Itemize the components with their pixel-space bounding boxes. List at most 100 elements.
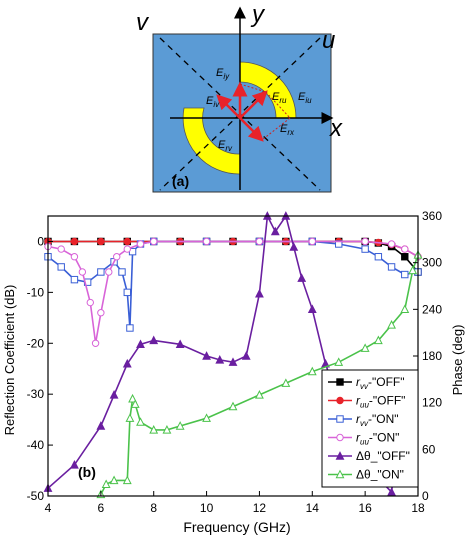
series-5-point	[373, 335, 383, 345]
series-2-point	[97, 268, 105, 276]
series-5-point	[175, 421, 185, 430]
x-tick-label: 12	[253, 501, 267, 515]
series-3-point	[91, 339, 100, 347]
series-2-point	[123, 288, 131, 297]
y2-tick-label: 240	[422, 302, 442, 316]
series-4-point	[96, 421, 106, 430]
y-tick-label: -10	[27, 285, 45, 299]
series-5-point	[101, 479, 111, 489]
axis-label-x: x	[329, 115, 343, 142]
axis-label-y: y	[250, 1, 266, 28]
series-5-point	[130, 399, 140, 408]
series-3-point	[308, 237, 316, 246]
series-2-point	[126, 324, 134, 332]
series-5-point	[122, 475, 132, 485]
legend-entry: Δθ_"OFF"	[356, 449, 410, 463]
panel-label-b: (b)	[78, 464, 96, 480]
legend-swatch-marker	[335, 451, 345, 460]
series-2-point	[401, 270, 409, 279]
x-tick-label: 14	[306, 501, 320, 515]
y2-tick-label: 300	[422, 256, 442, 270]
series-4-point	[241, 351, 251, 360]
series-4-point	[255, 288, 264, 298]
legend-entry: ruu-"OFF"	[356, 394, 405, 410]
series-4-point	[70, 459, 79, 469]
series-5-point	[162, 424, 172, 434]
vector-arrow-erv	[239, 117, 264, 142]
legend-box	[321, 369, 419, 488]
series-3-point	[113, 253, 121, 261]
x-tick-label: 16	[358, 501, 372, 515]
series-2-point	[387, 263, 396, 271]
series-1-point	[123, 237, 131, 246]
unit-cell-diagram: v y u x Eiy Eiv Eru Eiu Erv Erx (a)	[136, 1, 343, 193]
y2-axis-title: Phase (deg)	[450, 325, 465, 396]
series-4-point	[297, 273, 307, 282]
x-tick-label: 10	[200, 501, 214, 515]
vector-arrow-eiv	[216, 94, 241, 119]
series-2-point	[70, 275, 79, 284]
vector-arrow-eru	[239, 90, 268, 119]
series-3-point	[86, 298, 94, 307]
series-5-point	[125, 413, 135, 422]
series-3-point	[150, 237, 158, 246]
series-2-point	[118, 268, 126, 276]
series-2-point	[57, 263, 65, 271]
y-axis-title: Reflection Coefficient (dB)	[2, 285, 17, 436]
series-4-point	[175, 339, 185, 349]
series-3-point	[387, 240, 396, 248]
series-5-point	[400, 304, 410, 314]
x-tick-label: 8	[150, 501, 157, 515]
y-tick-label: -30	[27, 387, 45, 401]
legend-swatch-marker	[335, 469, 345, 479]
series-3-point	[97, 309, 105, 317]
series-4-point	[215, 354, 225, 364]
y2-tick-label: 0	[422, 489, 429, 503]
y2-tick-label: 180	[422, 349, 442, 363]
y2-tick-label: 120	[422, 396, 442, 410]
series-4-point	[136, 339, 145, 349]
legend-swatch-marker	[336, 433, 344, 442]
x-tick-label: 4	[45, 501, 52, 515]
series-0-point	[401, 253, 409, 261]
legend-swatch-marker	[336, 396, 344, 405]
series-4-point	[149, 335, 159, 345]
y-tick-label: -40	[27, 438, 45, 452]
legend-entry: rvv-"ON"	[356, 412, 399, 428]
series-4-point	[307, 304, 317, 314]
series-3-point	[105, 268, 113, 276]
y-tick-label: -20	[27, 336, 45, 350]
reflection-phase-chart: 4 6 8 10 12 14 16 180-10-20-30-40-50 06012018024…	[2, 209, 465, 535]
legend-entry: ruu-"ON"	[356, 431, 399, 447]
series-5-point	[228, 401, 238, 411]
series-3-point	[401, 245, 409, 253]
guide-dashed-2	[265, 91, 291, 119]
legend-swatch-marker	[336, 415, 344, 423]
legend-entry: Δθ_"ON"	[356, 468, 404, 482]
series-3-point	[136, 240, 145, 248]
series-5-point	[408, 265, 418, 275]
series-4-point	[270, 226, 280, 236]
series-5-point	[202, 413, 211, 422]
legend-entry: rvv-"OFF"	[356, 375, 405, 391]
x-tick-label: 18	[411, 501, 425, 515]
guide-dashed-3	[261, 117, 291, 141]
series-3-point	[255, 237, 264, 246]
series-4-point	[387, 487, 396, 496]
series-4-point	[202, 351, 211, 360]
series-5-point	[307, 366, 317, 376]
series-5-point	[387, 319, 396, 329]
y2-tick-label: 60	[422, 442, 436, 456]
series-1-point	[70, 237, 79, 246]
series-2-point	[361, 245, 369, 253]
series-3-point	[361, 237, 369, 246]
series-4-point	[228, 357, 238, 366]
series-2-point	[374, 253, 383, 261]
series-5-point	[255, 389, 264, 399]
series-5-point	[149, 424, 159, 434]
series-3-point	[202, 237, 211, 246]
y-tick-label: -50	[27, 489, 45, 503]
series-4-point	[109, 389, 119, 399]
guide-dashed-1	[239, 83, 267, 93]
axis-label-u: u	[322, 27, 335, 54]
